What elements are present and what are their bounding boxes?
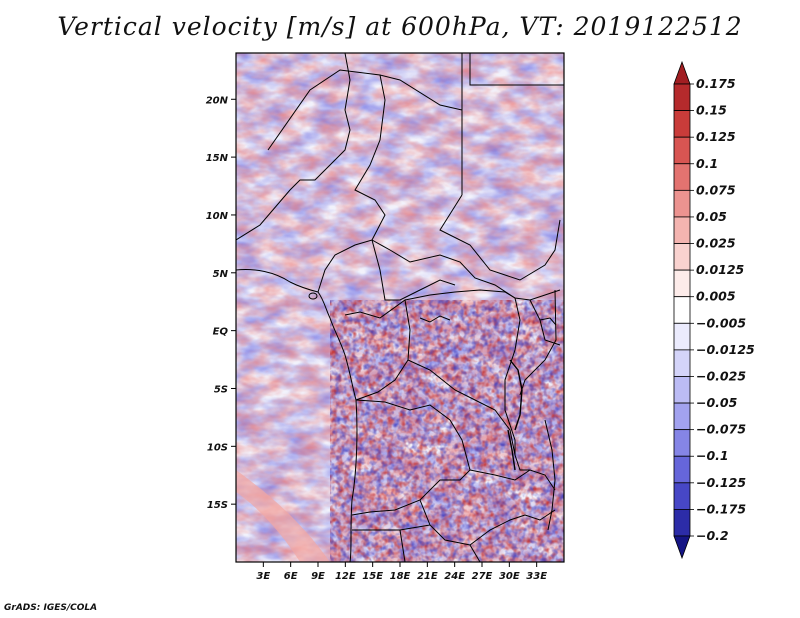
colorbar-label: 0.15 — [696, 103, 727, 118]
lat-tick-label: 5S — [214, 384, 228, 395]
map-title: Vertical velocity [m/s] at 600hPa, VT: 2… — [57, 12, 743, 41]
colorbar-label: 0.005 — [696, 289, 736, 304]
lon-tick-label: 30E — [499, 571, 520, 582]
colorbar-segment — [673, 482, 691, 510]
colorbar-segment — [673, 83, 691, 111]
lat-tick-label: EQ — [213, 327, 229, 338]
lon-tick-label: 27E — [472, 571, 493, 582]
lat-tick-label: 15N — [206, 153, 229, 164]
lon-tick-label: 15E — [362, 571, 383, 582]
colorbar-segment — [673, 429, 691, 457]
colorbar-segment — [673, 216, 691, 244]
colorbar-label: −0.1 — [696, 448, 729, 463]
colorbar-label: 0.125 — [696, 129, 736, 144]
colorbar-segment — [673, 269, 691, 298]
colorbar-bottom-arrow — [673, 535, 691, 560]
lat-tick-label: 20N — [206, 95, 229, 106]
lon-tick-label: 24E — [444, 571, 465, 582]
grads-credit: GrADS: IGES/COLA — [4, 603, 98, 613]
colorbar-segment — [673, 189, 691, 218]
lat-tick-label: 10N — [206, 211, 229, 222]
velocity-field — [236, 53, 564, 562]
colorbar-label: −0.005 — [696, 315, 746, 330]
lat-tick-label: 10S — [207, 442, 228, 453]
colorbar-label: −0.0125 — [696, 342, 755, 357]
lon-tick-label: 21E — [417, 571, 438, 582]
colorbar-label: −0.05 — [696, 395, 738, 410]
colorbar-segment — [673, 509, 691, 537]
lon-tick-label: 3E — [256, 571, 270, 582]
colorbar-segment — [673, 402, 691, 431]
colorbar-label: −0.075 — [696, 422, 746, 437]
colorbar-top-arrow — [673, 60, 691, 85]
colorbar-segment — [673, 376, 691, 404]
lon-tick-label: 9E — [311, 571, 325, 582]
colorbar-label: −0.175 — [696, 501, 746, 516]
colorbar-segment — [673, 243, 691, 271]
colorbar-label: 0.0125 — [696, 262, 745, 277]
colorbar-label: −0.025 — [696, 368, 746, 383]
colorbar-label: 0.175 — [696, 76, 736, 91]
lat-tick-label: 15S — [207, 500, 228, 511]
colorbar-segment — [673, 110, 691, 138]
lon-tick-label: 6E — [284, 571, 298, 582]
colorbar-segment — [673, 349, 691, 377]
longitude-axis: 3E 6E 9E 12E 15E 18E 21E 24E 27E 30E 33E — [256, 562, 547, 582]
colorbar: 0.175 0.15 0.125 0.1 0.075 0.05 0.025 0.0125 0.0… — [673, 60, 755, 560]
colorbar-label: −0.2 — [696, 528, 729, 543]
colorbar-segment — [673, 322, 691, 351]
colorbar-label: −0.125 — [696, 475, 746, 490]
lat-tick-label: 5N — [213, 269, 229, 280]
colorbar-segment — [673, 455, 691, 484]
colorbar-label: 0.05 — [696, 209, 727, 224]
lon-tick-label: 12E — [335, 571, 356, 582]
colorbar-label: 0.1 — [696, 156, 718, 171]
colorbar-segment — [673, 163, 691, 191]
colorbar-segment — [673, 136, 691, 165]
colorbar-segment — [673, 296, 691, 324]
colorbar-label: 0.025 — [696, 236, 736, 251]
lon-tick-label: 18E — [390, 571, 411, 582]
colorbar-label: 0.075 — [696, 182, 736, 197]
lon-tick-label: 33E — [526, 571, 547, 582]
latitude-axis: 20N 15N 10N 5N EQ 5S 10S 15S — [206, 95, 236, 511]
